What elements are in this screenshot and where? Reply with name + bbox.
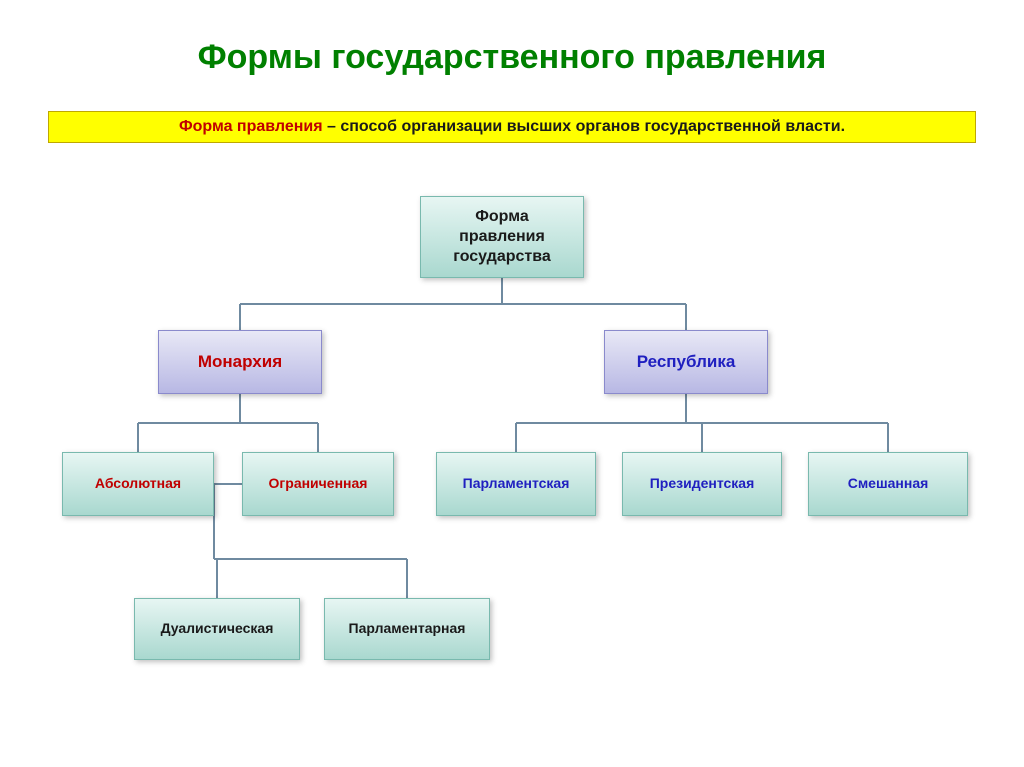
node-parlia: Парламентарная: [324, 598, 490, 660]
definition-bar: Форма правления – способ организации выс…: [48, 111, 976, 143]
node-root: Формаправлениягосударства: [420, 196, 584, 278]
node-rep: Республика: [604, 330, 768, 394]
node-pres: Президентская: [622, 452, 782, 516]
definition-rest: – способ организации высших органов госу…: [323, 118, 845, 135]
node-mix: Смешанная: [808, 452, 968, 516]
node-abs: Абсолютная: [62, 452, 214, 516]
node-mon: Монархия: [158, 330, 322, 394]
definition-prefix: Форма правления: [179, 118, 323, 135]
page-title: Формы государственного правления: [0, 0, 1024, 97]
node-parl: Парламентская: [436, 452, 596, 516]
node-lim: Ограниченная: [242, 452, 394, 516]
node-dual: Дуалистическая: [134, 598, 300, 660]
